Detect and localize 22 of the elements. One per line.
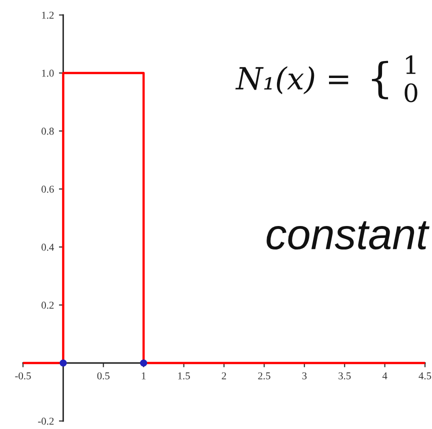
- x-tick-label: -0.5: [15, 372, 31, 380]
- annotation: N₁(x) =: [235, 66, 348, 94]
- x-tick-label: 4: [382, 372, 388, 380]
- x-tick-label: 0.5: [97, 372, 110, 380]
- y-tick-label: 0.4: [42, 244, 54, 251]
- x-tick-label: 3.5: [338, 372, 351, 380]
- x-tick-label: 2: [222, 372, 226, 380]
- x-tick-label: 3: [302, 372, 307, 380]
- x-tick-label: 1: [142, 372, 146, 380]
- y-tick-label: 1.2: [42, 12, 54, 19]
- y-tick-label: 1.0: [42, 70, 54, 77]
- y-tick-label: -0.2: [38, 418, 54, 425]
- x-tick-label: 4.5: [418, 372, 432, 380]
- annotation: 1: [406, 55, 416, 74]
- y-tick-label: 0.2: [42, 302, 54, 309]
- x-tick-label: 2.5: [258, 372, 270, 380]
- x-tick-label: 1.5: [178, 372, 190, 380]
- annotation: constant: [266, 221, 430, 250]
- y-tick-label: 0.8: [42, 128, 54, 135]
- annotation: {: [372, 60, 388, 100]
- y-tick-label: 0.6: [42, 186, 54, 193]
- annotation: 0: [404, 83, 418, 102]
